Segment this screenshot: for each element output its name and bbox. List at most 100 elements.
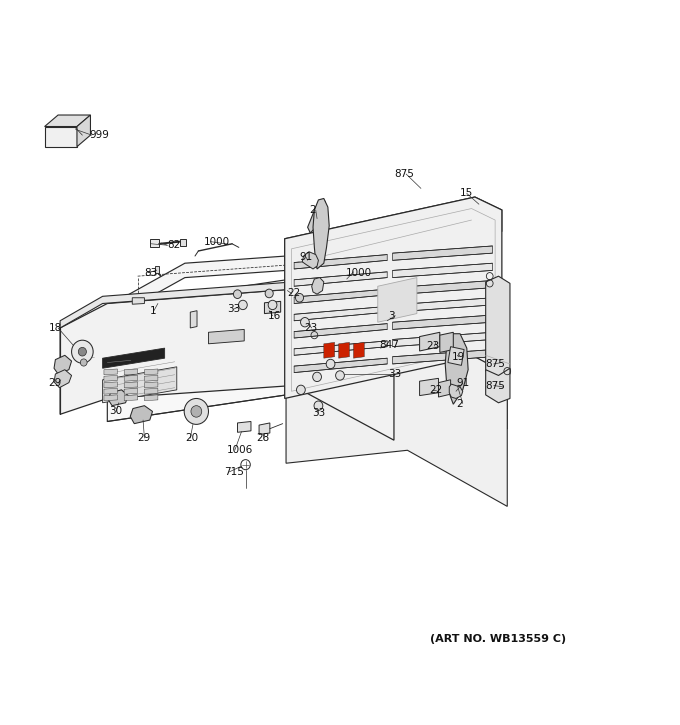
Polygon shape [294, 358, 387, 373]
Circle shape [268, 300, 277, 310]
Polygon shape [285, 197, 502, 260]
Text: 1: 1 [150, 306, 156, 315]
Polygon shape [392, 263, 492, 278]
Polygon shape [60, 282, 394, 347]
Text: 28: 28 [256, 433, 269, 443]
Polygon shape [324, 342, 335, 358]
Text: 22: 22 [288, 289, 301, 299]
Text: 29: 29 [49, 378, 62, 389]
Polygon shape [104, 395, 118, 401]
Circle shape [265, 289, 273, 298]
Polygon shape [302, 252, 318, 269]
Text: 29: 29 [137, 433, 151, 443]
Polygon shape [285, 197, 502, 399]
Polygon shape [124, 376, 137, 381]
Polygon shape [294, 341, 387, 355]
Polygon shape [124, 382, 137, 388]
Polygon shape [294, 307, 387, 320]
Polygon shape [190, 311, 197, 328]
Polygon shape [307, 241, 325, 256]
Circle shape [326, 360, 335, 368]
Circle shape [313, 372, 322, 381]
Polygon shape [294, 272, 387, 286]
Polygon shape [124, 389, 137, 394]
Polygon shape [209, 329, 244, 344]
Text: 91: 91 [299, 252, 313, 262]
Polygon shape [45, 127, 77, 146]
Polygon shape [318, 339, 373, 361]
Text: 875: 875 [394, 169, 414, 179]
Polygon shape [392, 349, 492, 364]
Polygon shape [77, 115, 90, 146]
Polygon shape [265, 302, 281, 314]
Polygon shape [150, 239, 159, 247]
Polygon shape [133, 298, 144, 304]
Polygon shape [124, 395, 137, 401]
Circle shape [78, 347, 86, 356]
Text: 23: 23 [426, 341, 439, 351]
Polygon shape [107, 247, 507, 320]
Polygon shape [301, 253, 314, 268]
Text: 2: 2 [309, 205, 316, 215]
Text: 83: 83 [144, 268, 158, 278]
Polygon shape [104, 369, 118, 375]
Polygon shape [286, 247, 507, 506]
Polygon shape [392, 298, 492, 312]
Polygon shape [144, 369, 158, 375]
Polygon shape [420, 378, 439, 396]
Text: 16: 16 [268, 311, 281, 320]
Polygon shape [439, 380, 451, 397]
Text: 33: 33 [311, 408, 325, 418]
Polygon shape [293, 302, 309, 319]
Polygon shape [108, 390, 129, 406]
Polygon shape [259, 423, 270, 434]
Polygon shape [131, 406, 152, 423]
Text: 1000: 1000 [345, 268, 371, 278]
Text: 20: 20 [185, 433, 198, 443]
Text: 875: 875 [486, 381, 505, 391]
Polygon shape [486, 276, 510, 378]
Polygon shape [104, 382, 118, 388]
Polygon shape [144, 395, 158, 401]
Polygon shape [144, 389, 158, 394]
Circle shape [184, 399, 209, 424]
Polygon shape [378, 278, 417, 322]
Circle shape [301, 318, 309, 327]
Polygon shape [392, 281, 492, 295]
Text: 33: 33 [388, 369, 402, 379]
Polygon shape [392, 315, 492, 329]
Circle shape [296, 294, 303, 302]
Polygon shape [449, 384, 463, 399]
Text: 18: 18 [49, 323, 62, 333]
Polygon shape [124, 369, 137, 375]
Text: 1000: 1000 [204, 236, 230, 247]
Text: 91: 91 [456, 378, 469, 389]
Text: 33: 33 [227, 304, 241, 314]
Text: 999: 999 [89, 130, 109, 140]
Circle shape [314, 401, 323, 410]
Polygon shape [45, 115, 90, 127]
Polygon shape [104, 389, 118, 394]
Polygon shape [294, 323, 387, 338]
Polygon shape [440, 332, 454, 352]
Polygon shape [104, 376, 118, 381]
Polygon shape [354, 342, 364, 358]
Text: 15: 15 [460, 188, 473, 199]
Polygon shape [107, 262, 507, 428]
Circle shape [233, 290, 241, 299]
Text: (ART NO. WB13559 C): (ART NO. WB13559 C) [430, 634, 566, 645]
Polygon shape [103, 367, 177, 403]
Text: 22: 22 [429, 385, 442, 395]
Polygon shape [286, 276, 299, 283]
Polygon shape [313, 335, 378, 364]
Circle shape [80, 359, 87, 366]
Polygon shape [311, 278, 324, 294]
Text: 1006: 1006 [226, 445, 253, 455]
Polygon shape [392, 332, 492, 347]
Polygon shape [294, 289, 387, 304]
Polygon shape [285, 283, 299, 297]
Polygon shape [103, 348, 165, 368]
Polygon shape [54, 370, 71, 388]
Text: 19: 19 [452, 352, 465, 362]
Circle shape [191, 406, 202, 417]
